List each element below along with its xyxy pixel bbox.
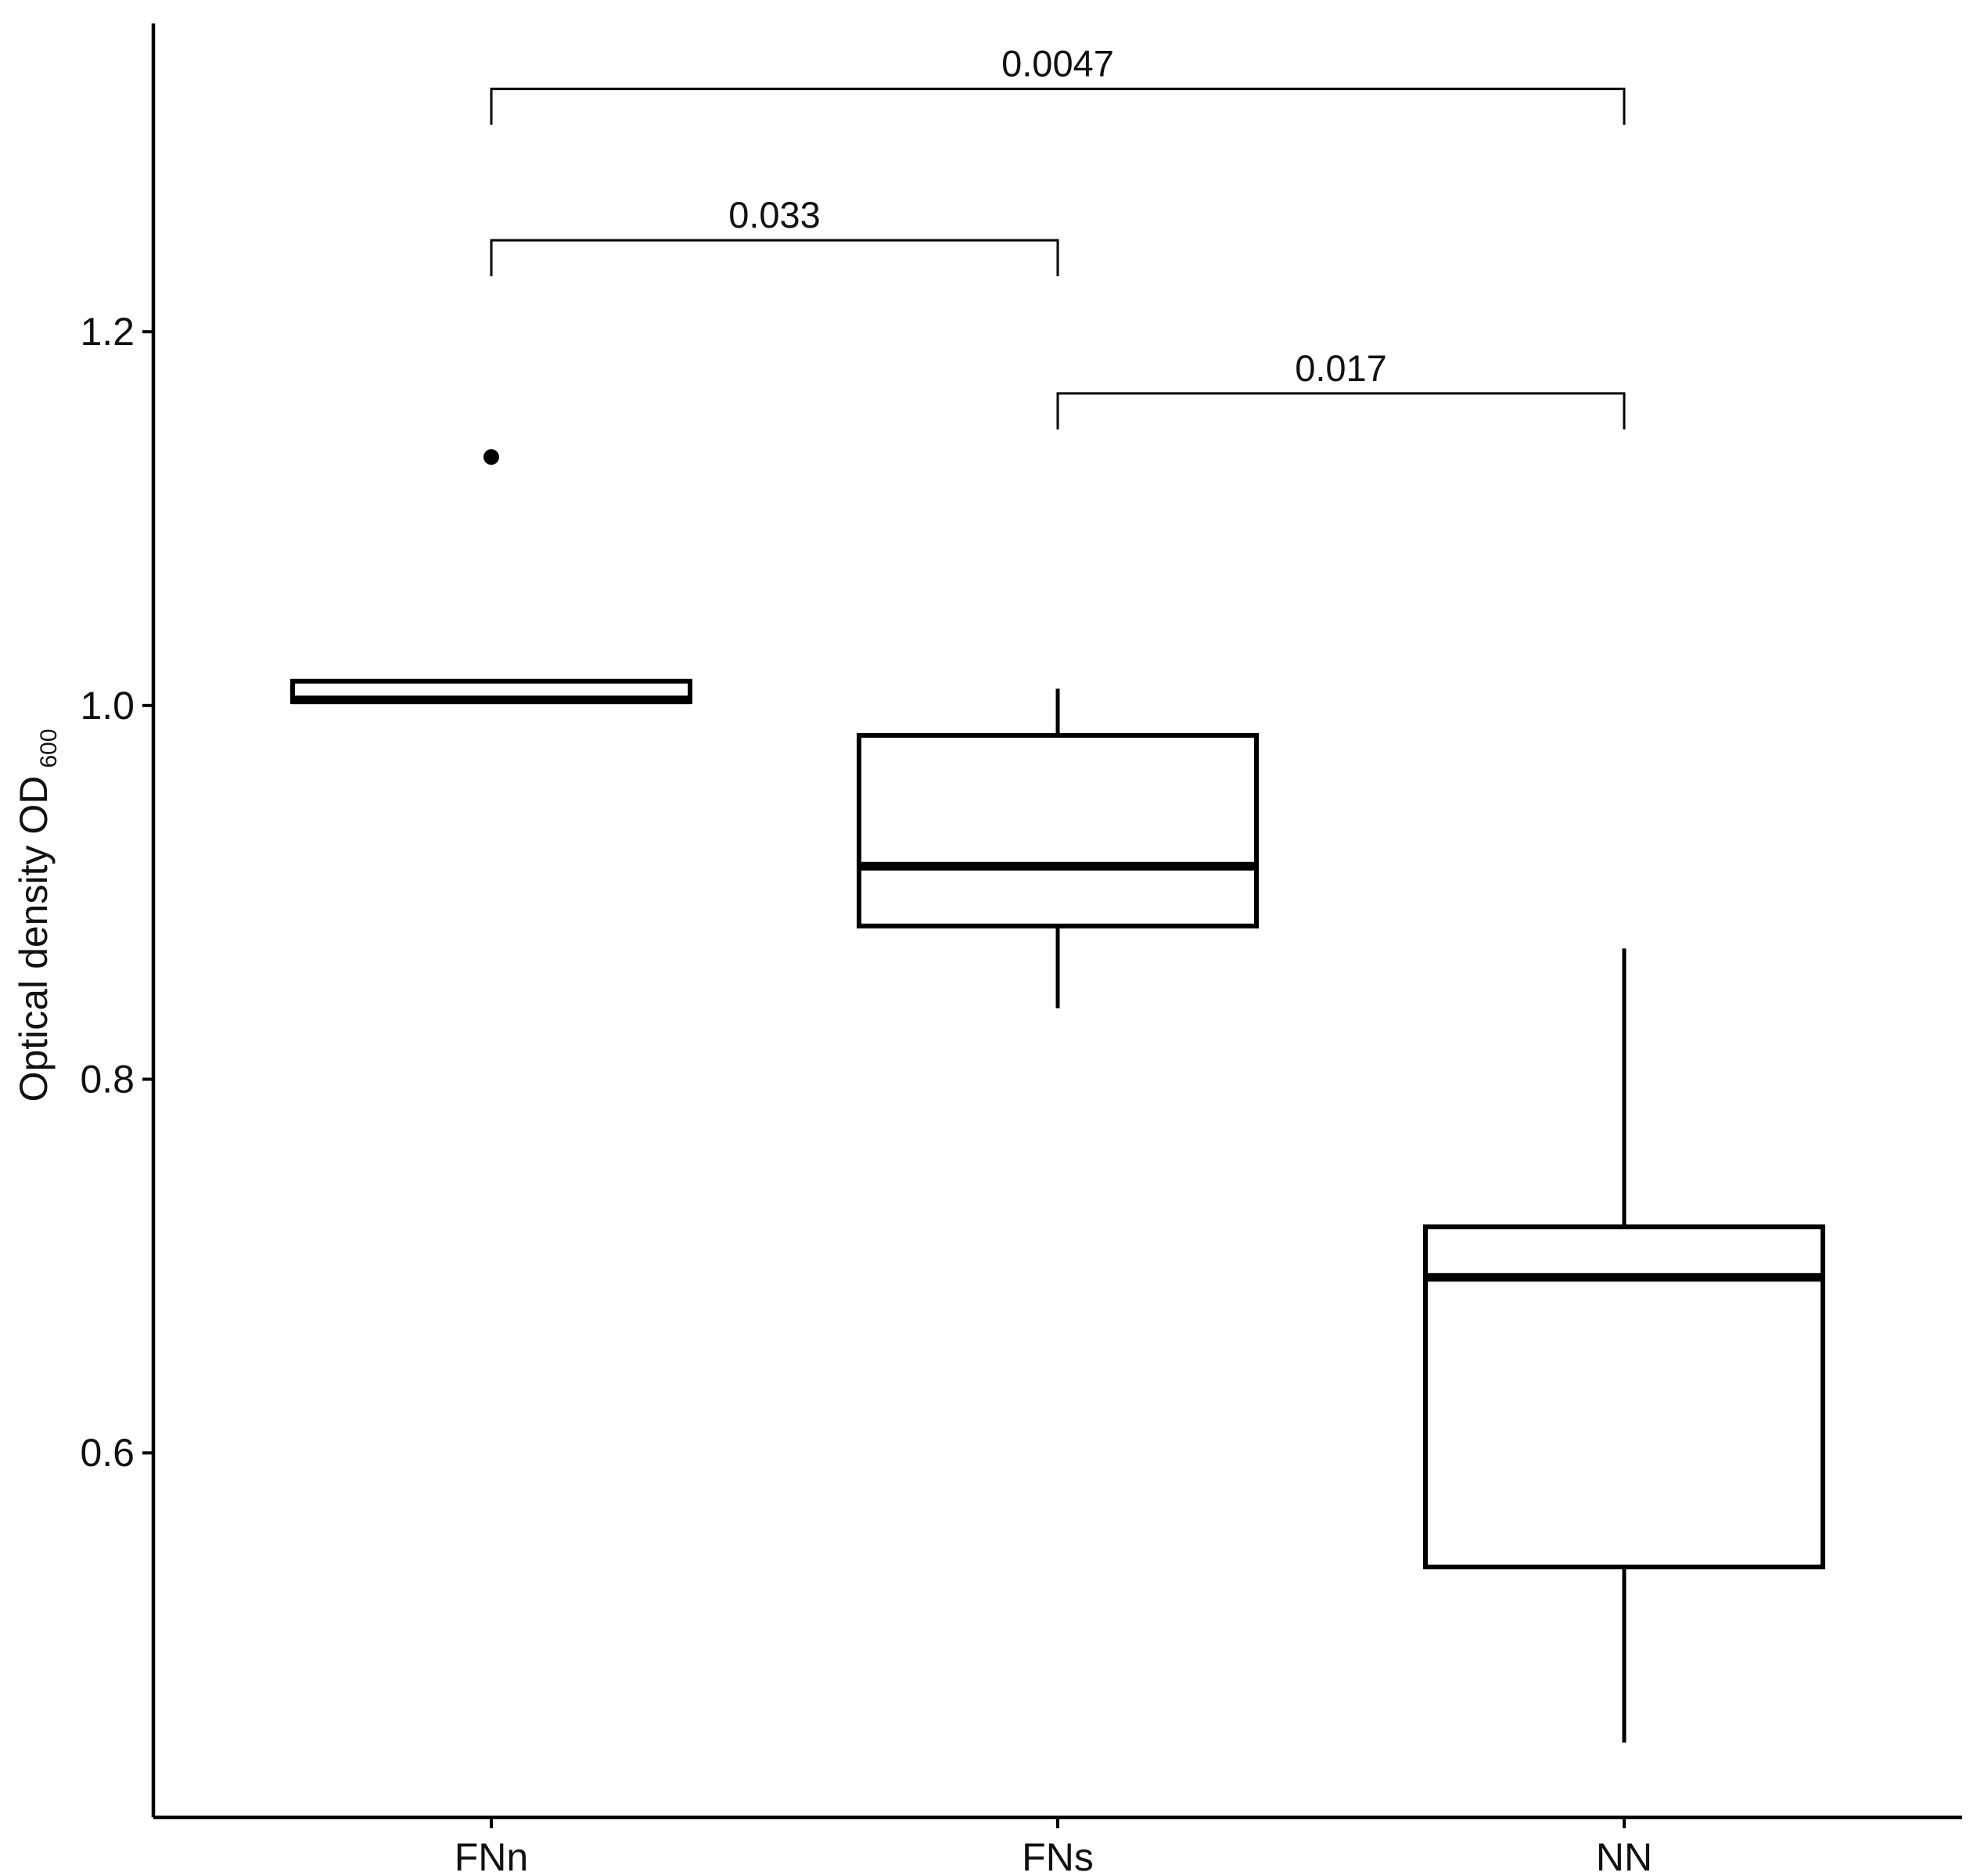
chart-marks: 0.6 0.8 1.0 1.2 FNn FNs NN 0.033 0.017 0.0047 xyxy=(80,23,1962,1876)
x-tick-label-fnn: FNn xyxy=(455,1835,528,1876)
outlier-fnn-0 xyxy=(483,449,499,465)
y-tick-label-0: 0.6 xyxy=(80,1431,135,1475)
p-value-label-fns-nn: 0.017 xyxy=(1295,347,1387,389)
y-axis-label-main: Optical density OD xyxy=(12,776,56,1102)
box-nn xyxy=(1423,1224,1825,1569)
y-axis-label-subscript: 600 xyxy=(36,729,62,768)
x-tick-label-fns: FNs xyxy=(1022,1835,1094,1876)
x-tick-label-nn: NN xyxy=(1596,1835,1652,1876)
p-value-label-fnn-nn: 0.0047 xyxy=(1001,43,1114,84)
y-axis-label: Optical density OD 600 xyxy=(12,729,62,1102)
bracket-fns-nn xyxy=(1056,392,1626,429)
y-tick-label-1: 0.8 xyxy=(80,1058,135,1102)
y-tick-label-2: 1.0 xyxy=(80,684,135,728)
bracket-fnn-fns xyxy=(490,239,1059,277)
y-tick-label-3: 1.2 xyxy=(80,310,135,354)
svg-text:Optical density OD600: Optical density OD 600 xyxy=(12,729,62,1102)
box-fns xyxy=(857,733,1259,929)
bracket-fnn-nn xyxy=(490,88,1626,125)
p-value-label-fnn-fns: 0.033 xyxy=(728,194,821,235)
